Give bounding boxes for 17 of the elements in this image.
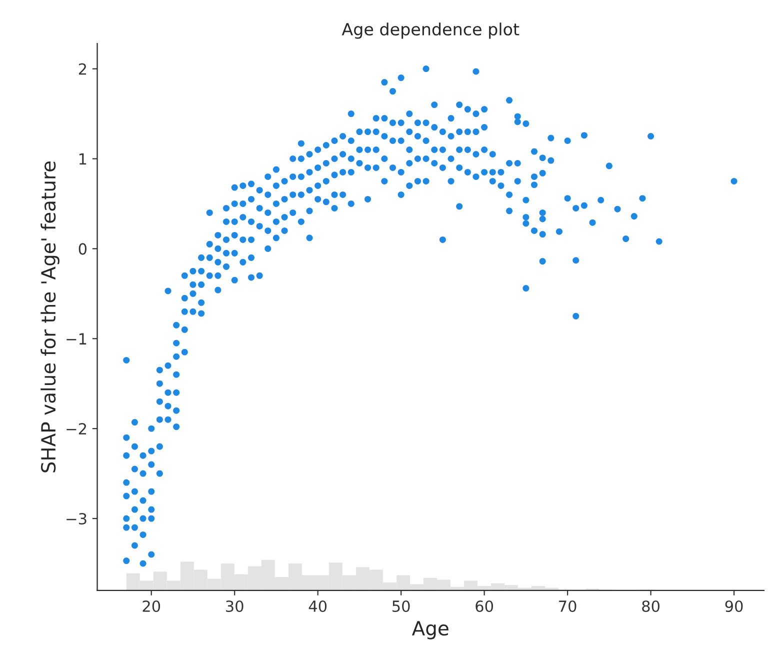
y-tick-label: −3 bbox=[66, 512, 86, 525]
x-tick-label: 50 bbox=[392, 600, 410, 612]
chart-title: Age dependence plot bbox=[342, 22, 520, 39]
y-tick-label: 2 bbox=[78, 63, 86, 75]
x-tick-label: 40 bbox=[308, 600, 327, 612]
x-axis-title: Age bbox=[412, 621, 448, 640]
y-tick-label: −2 bbox=[66, 423, 86, 434]
y-tick-label: 1 bbox=[79, 153, 86, 165]
x-tick-label: 70 bbox=[559, 600, 576, 612]
y-tick-label: 0 bbox=[78, 243, 87, 255]
x-tick-label: 90 bbox=[725, 600, 743, 612]
x-tick-label: 60 bbox=[476, 600, 494, 612]
x-tick-label: 20 bbox=[142, 600, 160, 612]
y-tick-label: −1 bbox=[66, 333, 86, 344]
x-tick-label: 80 bbox=[642, 600, 660, 612]
x-tick-label: 30 bbox=[226, 600, 244, 612]
y-axis-title: SHAP value for the 'Age' feature bbox=[40, 162, 60, 472]
